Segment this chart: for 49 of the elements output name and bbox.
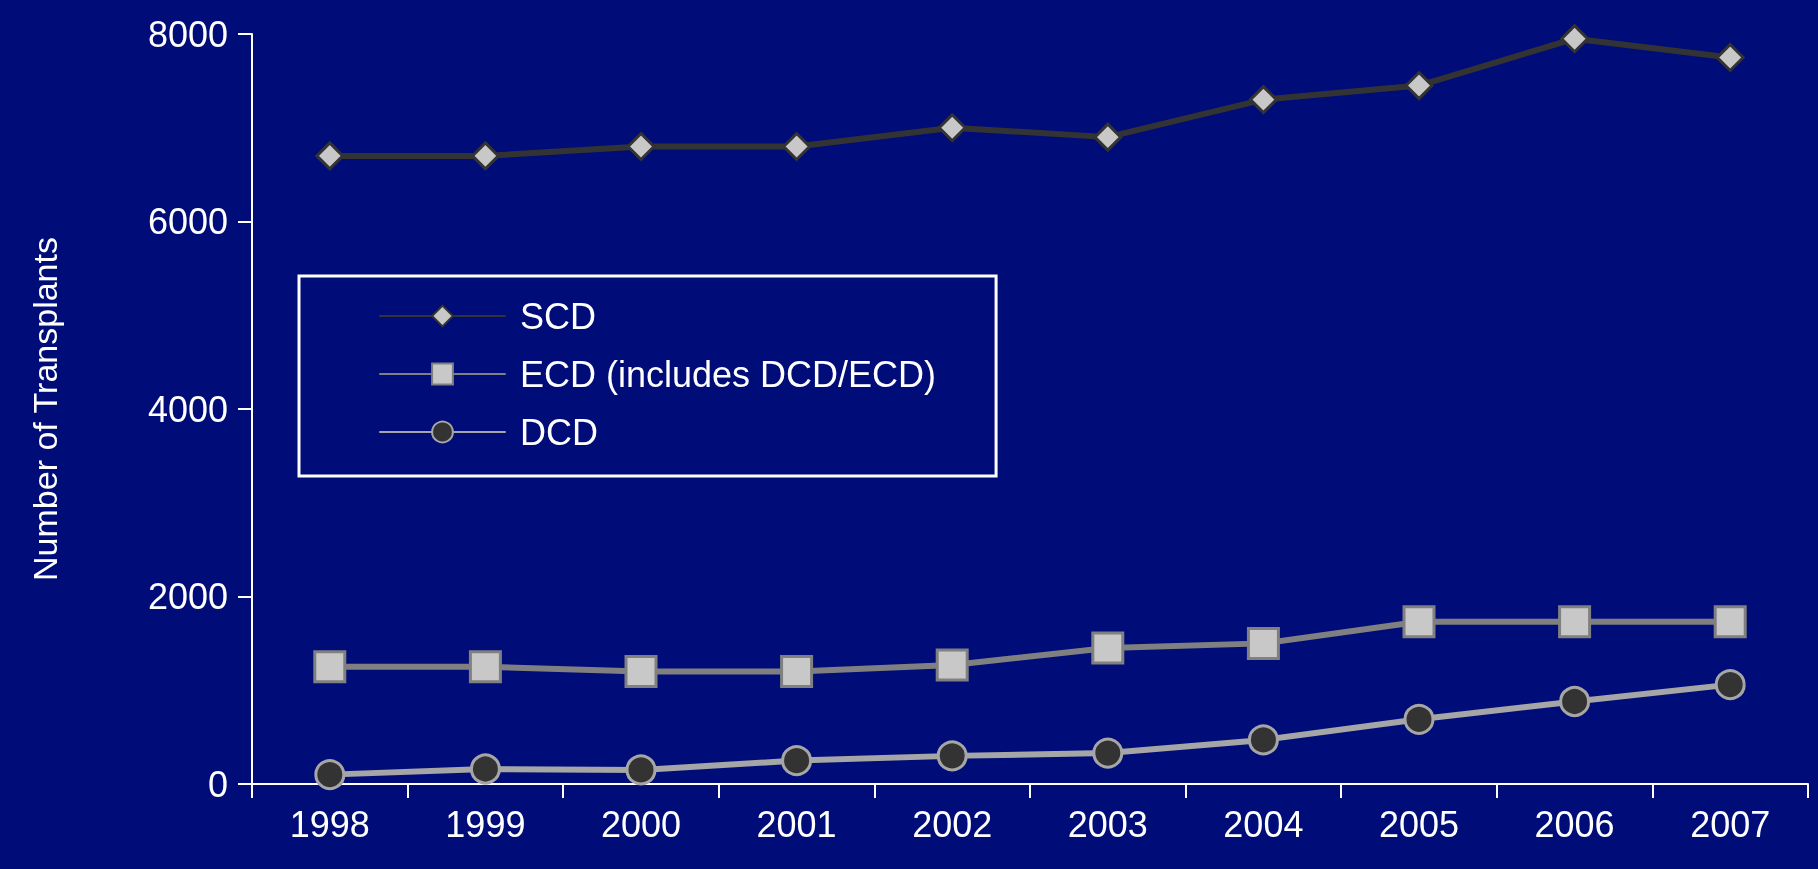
point xyxy=(1404,71,1434,101)
point xyxy=(470,141,500,171)
y-tick-label: 2000 xyxy=(147,576,228,617)
point xyxy=(1091,631,1125,665)
point xyxy=(313,650,347,684)
point xyxy=(626,132,656,161)
x-tick-label: 2001 xyxy=(756,803,837,845)
point xyxy=(936,740,968,772)
point xyxy=(1247,724,1279,756)
y-axis-title: Number of Transplants xyxy=(26,237,64,581)
x-tick-label: 2007 xyxy=(1690,803,1771,845)
point xyxy=(1715,42,1745,72)
point xyxy=(1403,703,1435,735)
y-tick-label: 6000 xyxy=(147,201,228,242)
x-tick-label: 2006 xyxy=(1534,803,1615,845)
legend-label: SCD xyxy=(520,295,597,337)
point xyxy=(782,132,812,161)
point xyxy=(781,745,813,777)
point xyxy=(1560,24,1590,54)
x-tick-label: 2000 xyxy=(600,803,682,845)
point xyxy=(1402,605,1436,639)
x-tick-label: 2002 xyxy=(912,803,993,845)
y-tick-label: 0 xyxy=(207,763,228,805)
point xyxy=(624,655,658,688)
legend-label: DCD xyxy=(520,411,598,453)
point xyxy=(937,113,967,143)
point xyxy=(1246,626,1280,660)
point xyxy=(625,754,657,786)
x-tick-label: 1998 xyxy=(289,803,370,845)
point xyxy=(1558,605,1592,639)
x-tick-label: 2003 xyxy=(1067,803,1148,845)
x-tick-label: 1999 xyxy=(445,803,526,845)
point xyxy=(1559,686,1591,717)
point xyxy=(1248,85,1278,115)
point xyxy=(1092,737,1124,769)
x-tick-label: 2004 xyxy=(1223,803,1304,845)
point xyxy=(314,759,346,791)
point xyxy=(315,141,345,171)
point xyxy=(468,650,502,684)
y-tick-label: 8000 xyxy=(147,13,228,55)
point xyxy=(1714,669,1746,701)
point xyxy=(1093,122,1123,152)
point xyxy=(1713,605,1747,639)
point xyxy=(935,648,969,682)
x-tick-label: 2005 xyxy=(1378,803,1460,845)
y-tick-label: 4000 xyxy=(147,388,228,430)
point xyxy=(469,753,501,785)
legend-label: ECD (includes DCD/ECD) xyxy=(520,353,937,395)
point xyxy=(780,655,814,688)
